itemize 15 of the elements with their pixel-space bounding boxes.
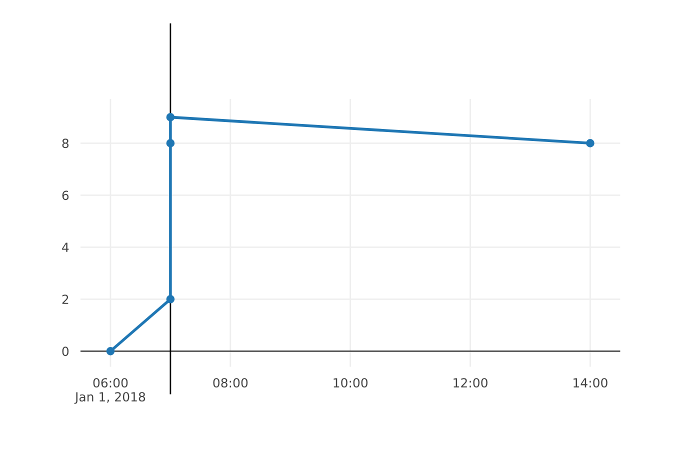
point [166, 113, 175, 122]
point [586, 139, 594, 148]
y-tick-label: 2 [62, 294, 68, 304]
x-tick-label: 08:00 [213, 378, 248, 388]
x-tick-label: 10:00 [334, 378, 368, 388]
x-tick-label: 12:00 [454, 378, 488, 388]
y-tick-label: 4 [62, 242, 69, 252]
y-tick-label: 8 [62, 138, 69, 148]
x-tick-label: 14:00 [574, 378, 608, 388]
point [166, 139, 175, 148]
point [166, 294, 175, 304]
y-tick-label: 0 [62, 346, 69, 356]
point [106, 346, 115, 356]
y-tick-label: 6 [62, 190, 69, 200]
x-tick-label: 06:00 Jan 1, 2018 [74, 378, 146, 404]
